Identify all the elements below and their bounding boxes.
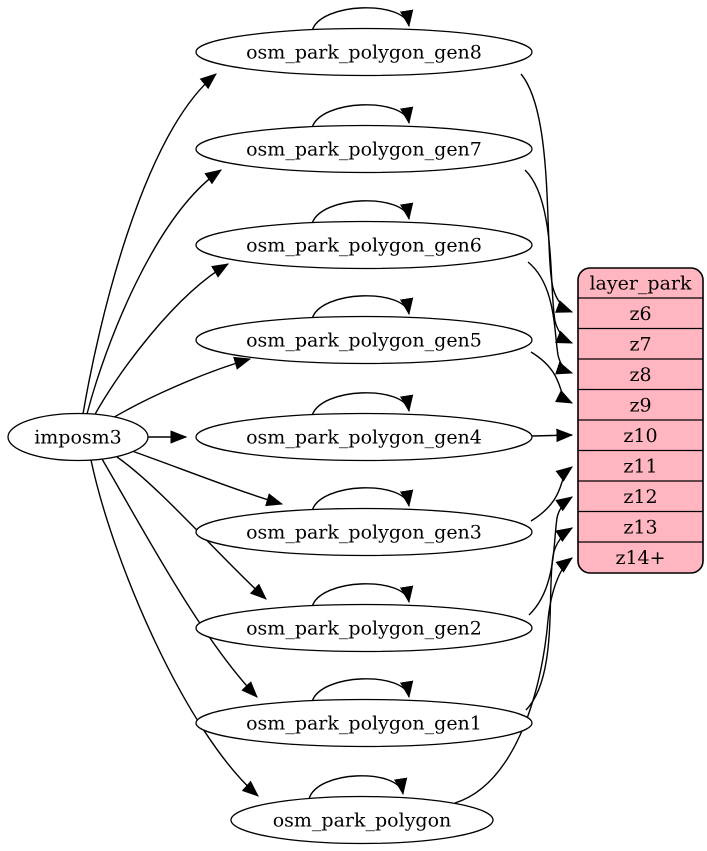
- polygon-ellipse: [230, 795, 494, 845]
- layer-park-row-z6: z6: [629, 303, 651, 325]
- gen5-label: osm_park_polygon_gen5: [246, 330, 482, 352]
- gen3-label: osm_park_polygon_gen3: [246, 522, 482, 544]
- gen2-ellipse: [195, 603, 533, 653]
- gen4-label: osm_park_polygon_gen4: [246, 427, 482, 449]
- imposm3-label: imposm3: [34, 427, 122, 449]
- edge-imposm3-to-gen3: [131, 450, 284, 507]
- gen1-label: osm_park_polygon_gen1: [246, 713, 482, 735]
- layer-park-row-z8: z8: [629, 364, 651, 386]
- node-osm-park-polygon-gen3: osm_park_polygon_gen3: [195, 507, 533, 557]
- layer-park-row-z12: z12: [623, 486, 657, 508]
- node-osm-park-polygon: osm_park_polygon: [230, 795, 494, 845]
- polygon-label: osm_park_polygon: [273, 810, 452, 832]
- node-osm-park-polygon-gen6: osm_park_polygon_gen6: [195, 220, 533, 270]
- edge-imposm3-to-gen1: [101, 458, 258, 698]
- gen8-label: osm_park_polygon_gen8: [246, 42, 482, 64]
- edge-gen4-to-z10: [531, 428, 574, 443]
- edge-gen3-to-z11: [530, 466, 573, 522]
- node-layer-park: layer_park z6 z7 z8 z9 z10 z11 z12 z13 z…: [577, 267, 704, 574]
- node-osm-park-polygon-gen8: osm_park_polygon_gen8: [195, 27, 533, 77]
- layer-park-separators: [578, 297, 703, 543]
- self-loop-gen3: [311, 487, 414, 512]
- gen2-label: osm_park_polygon_gen2: [246, 618, 482, 640]
- table-nodes: osm_park_polygon_gen8 osm_park_polygon_g…: [195, 27, 533, 845]
- node-osm-park-polygon-gen7: osm_park_polygon_gen7: [195, 124, 533, 174]
- gen7-label: osm_park_polygon_gen7: [246, 139, 482, 161]
- self-loop-gen4: [311, 392, 414, 417]
- layer-park-title: layer_park: [589, 273, 692, 295]
- self-loop-gen7: [311, 104, 414, 129]
- edge-polygon-to-z14: [454, 557, 573, 804]
- layer-park-row-z10: z10: [623, 425, 657, 447]
- gen8-ellipse: [195, 27, 533, 77]
- imposm3-ellipse: [7, 412, 149, 462]
- edge-gen8-to-z6: [520, 73, 574, 313]
- edges-source-to-tables: [82, 73, 284, 797]
- edge-imposm3-to-polygon: [90, 459, 259, 797]
- gen5-ellipse: [195, 315, 533, 365]
- self-loop-gen5: [311, 295, 414, 320]
- self-loop-gen2: [311, 583, 414, 608]
- edge-imposm3-to-gen7: [86, 169, 222, 415]
- node-osm-park-polygon-gen1: osm_park_polygon_gen1: [195, 698, 533, 748]
- edge-gen5-to-z9: [530, 351, 574, 404]
- layer-park-row-z14: z14+: [615, 547, 665, 569]
- node-osm-park-polygon-gen5: osm_park_polygon_gen5: [195, 315, 533, 365]
- gen3-ellipse: [195, 507, 533, 557]
- edge-gen7-to-z7: [524, 169, 574, 344]
- gen7-ellipse: [195, 124, 533, 174]
- self-loop-gen1: [311, 678, 414, 703]
- gen6-ellipse: [195, 220, 533, 270]
- edge-gen2-to-z12: [528, 496, 573, 616]
- gen1-ellipse: [195, 698, 533, 748]
- self-loop-gen8: [311, 7, 414, 32]
- layer-park-row-z7: z7: [629, 334, 651, 356]
- layer-park-row-z13: z13: [623, 517, 657, 539]
- self-loop-edges: [308, 7, 414, 800]
- edges-tables-to-layer: [454, 73, 574, 804]
- node-osm-park-polygon-gen2: osm_park_polygon_gen2: [195, 603, 533, 653]
- layer-park-row-z11: z11: [623, 456, 657, 478]
- edge-imposm3-to-gen5: [105, 356, 252, 423]
- edge-gen1-to-z13: [525, 527, 573, 711]
- edge-imposm3-to-gen2: [116, 456, 267, 600]
- gen6-label: osm_park_polygon_gen6: [246, 235, 482, 257]
- self-loop-polygon: [308, 775, 408, 800]
- edge-gen6-to-z8: [527, 261, 574, 375]
- node-osm-park-polygon-gen4: osm_park_polygon_gen4: [195, 412, 533, 462]
- edge-imposm3-to-gen8: [82, 73, 217, 415]
- edge-imposm3-to-gen6: [93, 263, 230, 417]
- gen4-ellipse: [195, 412, 533, 462]
- node-imposm3: imposm3: [7, 412, 149, 462]
- layer-park-row-z9: z9: [629, 395, 651, 417]
- self-loop-gen6: [311, 200, 414, 225]
